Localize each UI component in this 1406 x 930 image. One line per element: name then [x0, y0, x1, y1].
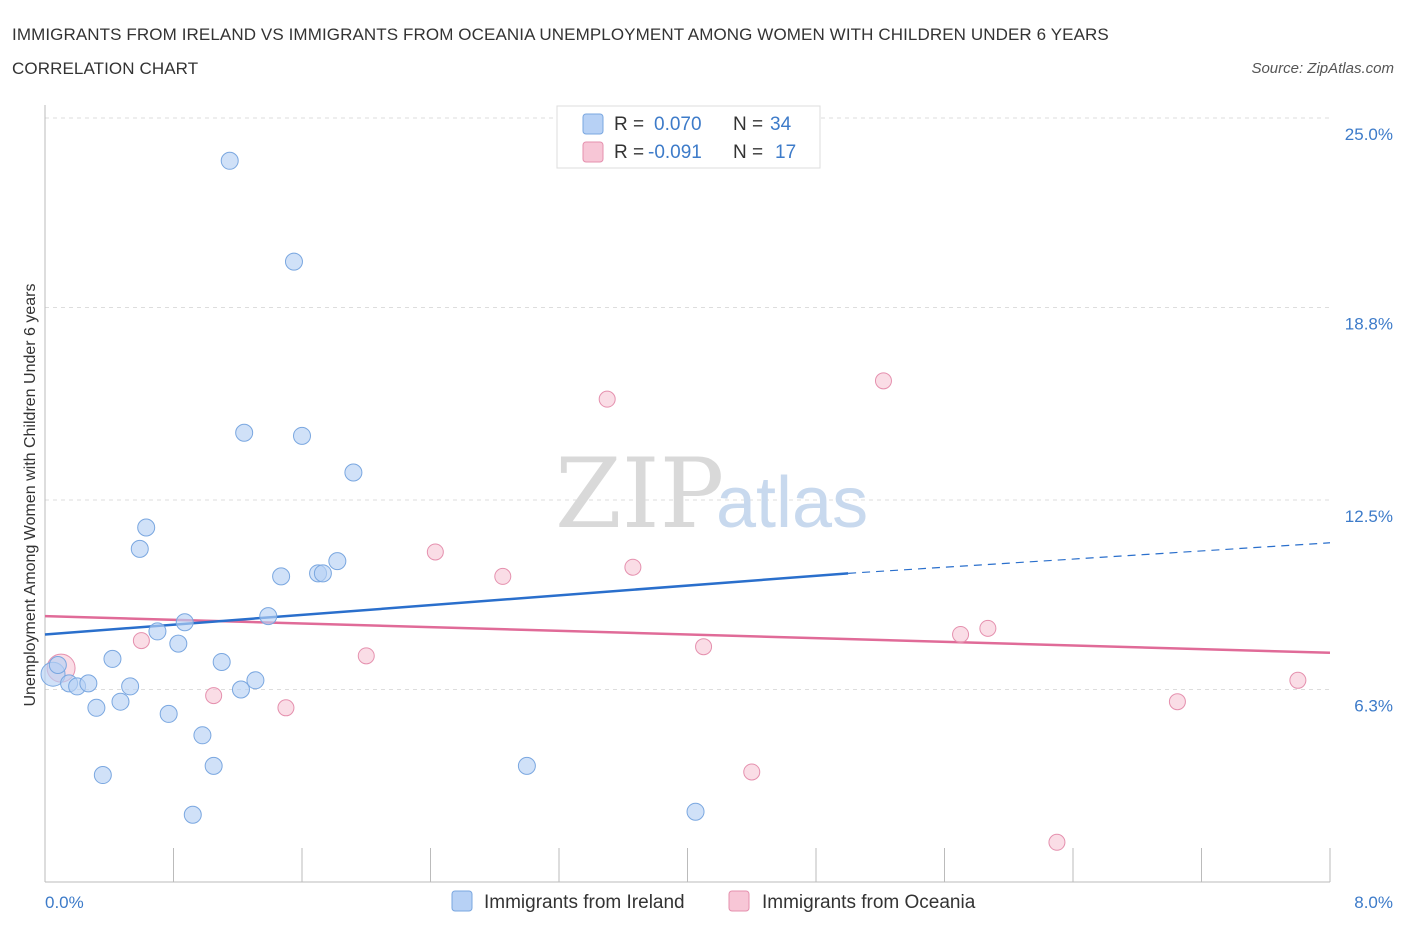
data-point-ireland — [111, 692, 130, 711]
watermark-zip: ZIP — [555, 438, 724, 550]
trend-line-oceania — [44, 614, 1331, 655]
data-point-ireland — [87, 698, 106, 717]
series-legend: Immigrants from Ireland Immigrants from … — [451, 890, 976, 913]
data-point-oceania — [132, 632, 150, 650]
data-point-oceania — [743, 763, 761, 781]
data-points — [40, 151, 1307, 851]
data-point-ireland — [235, 423, 254, 442]
data-point-ireland — [48, 656, 67, 675]
data-point-ireland — [183, 805, 202, 824]
watermark-atlas: atlas — [716, 463, 868, 543]
data-point-oceania — [695, 638, 713, 656]
y-tick-label: 18.8% — [1345, 314, 1393, 333]
legend-r-label-oceania: R = — [614, 142, 644, 163]
data-point-ireland — [103, 649, 122, 668]
series-legend-label-oceania: Immigrants from Oceania — [762, 892, 976, 913]
data-point-oceania — [598, 390, 616, 408]
data-point-oceania — [494, 567, 512, 585]
series-legend-label-ireland: Immigrants from Ireland — [484, 892, 685, 913]
data-point-ireland — [344, 463, 363, 482]
data-point-ireland — [121, 677, 140, 696]
x-ticks — [44, 848, 1331, 882]
data-point-ireland — [204, 756, 223, 775]
legend-n-value-ireland: 34 — [770, 114, 792, 135]
legend-n-label-ireland: N = — [733, 114, 763, 135]
legend-r-value-oceania: -0.091 — [648, 142, 702, 163]
stats-legend: R = 0.070 N = 34 R = -0.091 N = 17 — [556, 105, 821, 169]
data-point-ireland — [93, 766, 112, 785]
y-tick-labels: 6.3% 12.5% 18.8% 25.0% — [1345, 125, 1393, 715]
x-tick-label-min: 0.0% — [45, 893, 84, 912]
y-tick-label: 6.3% — [1354, 696, 1393, 715]
y-axis-label: Unemployment Among Women with Children U… — [22, 283, 39, 706]
data-point-ireland — [686, 802, 705, 821]
legend-swatch-ireland — [582, 113, 604, 135]
data-point-oceania — [205, 687, 223, 705]
data-point-oceania — [1048, 833, 1066, 851]
data-point-ireland — [159, 704, 178, 723]
data-point-ireland — [259, 607, 278, 626]
data-point-ireland — [220, 151, 239, 170]
data-point-oceania — [979, 619, 997, 637]
data-point-oceania — [357, 647, 375, 665]
data-point-oceania — [1168, 693, 1186, 711]
data-point-ireland — [169, 634, 188, 653]
grid-lines — [45, 117, 1330, 690]
legend-swatch-oceania — [582, 141, 604, 163]
data-point-ireland — [328, 552, 347, 571]
trend-line-ireland-extension — [848, 542, 1331, 574]
data-point-ireland — [193, 726, 212, 745]
legend-r-value-ireland: 0.070 — [654, 114, 702, 135]
trend-lines — [44, 542, 1331, 655]
legend-r-label-ireland: R = — [614, 114, 644, 135]
data-point-ireland — [272, 567, 291, 586]
y-tick-label: 25.0% — [1345, 125, 1393, 144]
data-point-ireland — [231, 680, 250, 699]
data-point-oceania — [874, 372, 892, 390]
data-point-oceania — [277, 699, 295, 717]
data-point-ireland — [517, 756, 536, 775]
data-point-ireland — [148, 622, 167, 641]
x-tick-label-max: 8.0% — [1354, 893, 1393, 912]
data-point-ireland — [130, 539, 149, 558]
trend-line-ireland — [44, 572, 849, 636]
legend-n-value-oceania: 17 — [775, 142, 796, 163]
data-point-ireland — [313, 564, 332, 583]
chart-title: IMMIGRANTS FROM IRELAND VS IMMIGRANTS FR… — [12, 25, 1109, 78]
legend-n-label-oceania: N = — [733, 142, 763, 163]
data-point-ireland — [293, 426, 311, 445]
series-legend-swatch-oceania — [728, 890, 750, 912]
data-point-oceania — [1289, 671, 1307, 689]
data-point-oceania — [426, 543, 444, 561]
data-point-ireland — [284, 252, 303, 271]
data-point-ireland — [212, 652, 231, 671]
watermark: ZIP atlas — [555, 438, 868, 550]
data-point-oceania — [952, 625, 970, 643]
data-point-ireland — [79, 674, 98, 693]
data-point-ireland — [246, 671, 265, 690]
source-label: Source: ZipAtlas.com — [1251, 60, 1394, 77]
y-tick-label: 12.5% — [1345, 507, 1393, 526]
data-point-ireland — [175, 613, 194, 632]
data-point-oceania — [624, 558, 642, 576]
data-point-ireland — [137, 518, 156, 537]
series-legend-swatch-ireland — [451, 890, 473, 912]
